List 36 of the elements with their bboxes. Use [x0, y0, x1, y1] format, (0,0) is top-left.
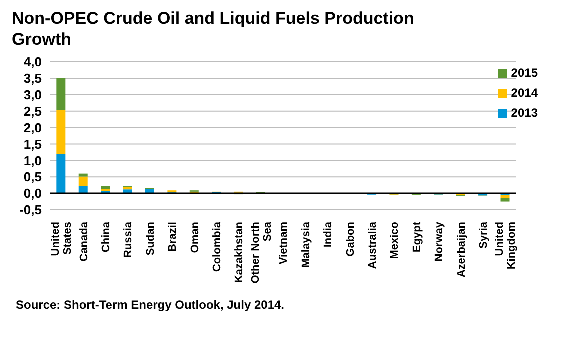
source-note: Source: Short-Term Energy Outlook, July 2014.: [16, 298, 285, 312]
x-tick-label: Malaysia: [300, 221, 312, 268]
x-tick-label: Gabon: [344, 222, 357, 257]
x-tick-label: United Kingdom: [494, 222, 518, 270]
x-tick-label: Vietnam: [278, 222, 290, 265]
x-tick-label: Canada: [78, 221, 90, 262]
y-tick-label: 1,0: [24, 153, 42, 168]
chart-title: Non-OPEC Crude Oil and Liquid Fuels Production Growth: [12, 8, 416, 50]
x-tick-label: Australia: [366, 221, 379, 270]
y-tick-label: -0,5: [20, 202, 42, 218]
x-tick-label: Mexico: [389, 222, 402, 260]
x-tick-label: Azerbaijan: [456, 222, 468, 278]
y-tick-label: 1,5: [24, 136, 42, 152]
x-tick-label: Other North Sea: [250, 221, 274, 284]
x-tick-label: Russia: [122, 221, 135, 258]
y-tick-label: 0,0: [24, 186, 42, 202]
x-tick-label: Oman: [189, 222, 202, 254]
y-tick-label: 2,0: [24, 120, 42, 136]
legend-label: 2014: [511, 86, 538, 100]
x-tick-label: Egypt: [411, 222, 424, 253]
x-tick-label: Brazil: [167, 222, 180, 252]
y-tick-label: 2,5: [24, 104, 42, 119]
x-tick-label: China: [100, 221, 113, 253]
x-tick-label: Kazakhstan: [234, 222, 246, 284]
x-tick-label: Norway: [434, 221, 446, 262]
x-tick-label: United States: [50, 222, 74, 256]
x-tick-label: India: [322, 221, 335, 248]
y-tick-label: 3,0: [24, 88, 42, 103]
x-tick-label: Sudan: [144, 222, 157, 256]
x-tick-label: Colombia: [212, 221, 224, 272]
x-tick-label: Syria: [478, 221, 490, 249]
y-tick-label: 0,5: [24, 170, 42, 185]
y-tick-label: 4,0: [24, 54, 42, 70]
legend-label: 2013: [511, 106, 538, 120]
y-tick-label: 3,5: [24, 71, 42, 86]
legend-label: 2015: [511, 66, 538, 80]
